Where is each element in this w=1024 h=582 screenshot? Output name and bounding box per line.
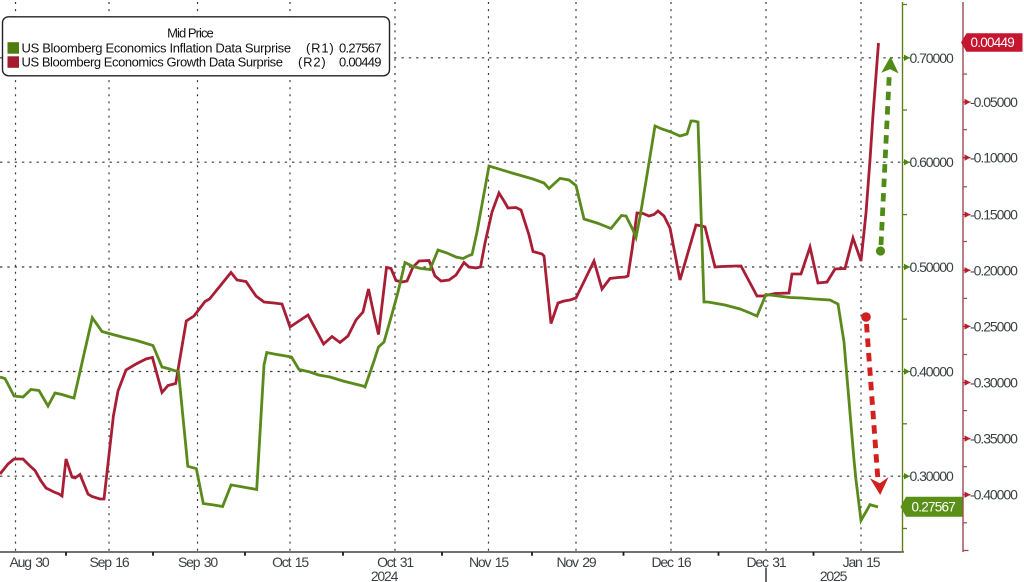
svg-text:0.27567: 0.27567 (912, 500, 956, 515)
svg-text:US Bloomberg Economics Growth: US Bloomberg Economics Growth Data Surpr… (22, 55, 283, 70)
svg-text:Oct 31: Oct 31 (377, 554, 414, 570)
svg-text:Nov 29: Nov 29 (557, 554, 597, 570)
svg-text:US Bloomberg Economics Inflati: US Bloomberg Economics Inflation Data Su… (22, 41, 291, 56)
svg-text:-0.10000: -0.10000 (970, 150, 1018, 166)
svg-text:Dec 16: Dec 16 (652, 554, 692, 570)
svg-text:0.00449: 0.00449 (971, 35, 1015, 50)
svg-text:0.70000: 0.70000 (910, 50, 955, 66)
svg-text:0.50000: 0.50000 (910, 259, 955, 275)
svg-text:0.27567: 0.27567 (339, 41, 381, 56)
svg-text:Mid Price: Mid Price (167, 26, 213, 41)
svg-text:-0.20000: -0.20000 (970, 262, 1018, 278)
svg-text:-0.35000: -0.35000 (970, 431, 1018, 447)
svg-text:-0.15000: -0.15000 (970, 207, 1018, 223)
svg-text:-0.30000: -0.30000 (970, 375, 1018, 391)
svg-text:0.00449: 0.00449 (339, 55, 381, 70)
svg-text:2024: 2024 (371, 568, 399, 582)
svg-text:(R1): (R1) (306, 41, 334, 56)
svg-text:Sep 30: Sep 30 (178, 554, 218, 570)
svg-text:2025: 2025 (820, 568, 848, 582)
svg-text:Dec 31: Dec 31 (747, 554, 787, 570)
svg-text:(R2): (R2) (298, 55, 326, 70)
svg-text:Aug 30: Aug 30 (10, 554, 50, 570)
svg-text:Oct 15: Oct 15 (272, 554, 309, 570)
svg-text:0.40000: 0.40000 (910, 364, 955, 380)
svg-text:-0.25000: -0.25000 (970, 318, 1018, 334)
svg-text:0.60000: 0.60000 (910, 154, 955, 170)
svg-text:0.30000: 0.30000 (910, 468, 955, 484)
svg-text:-0.40000: -0.40000 (970, 487, 1018, 503)
svg-text:Sep 16: Sep 16 (90, 554, 130, 570)
svg-text:Jan 15: Jan 15 (843, 554, 881, 570)
svg-text:-0.05000: -0.05000 (970, 94, 1018, 110)
svg-text:Nov 15: Nov 15 (469, 554, 509, 570)
